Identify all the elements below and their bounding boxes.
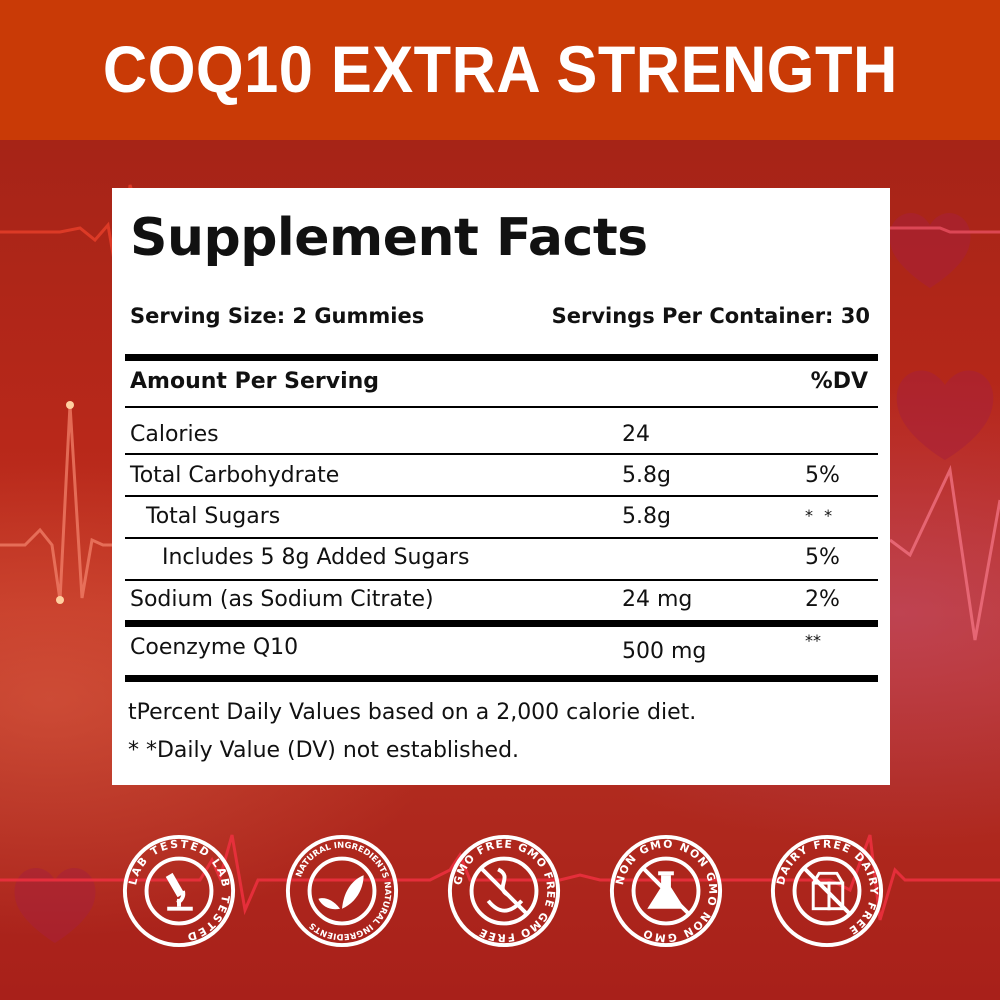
divider	[125, 579, 878, 581]
divider-thick	[125, 354, 878, 361]
nutrient-amount: 24	[622, 422, 650, 447]
nutrient-label: Sodium (as Sodium Citrate)	[130, 587, 434, 612]
amount-per-serving-label: Amount Per Serving	[130, 369, 380, 394]
badge-lab-tested: LAB TESTED LAB TESTED	[122, 834, 236, 948]
servings-per-container: Servings Per Container: 30	[551, 304, 870, 328]
nutrient-amount: 24 mg	[622, 587, 693, 612]
milk-carton-icon	[811, 871, 845, 911]
dv-column-label: %DV	[810, 369, 868, 394]
facts-row-total-carbohydrate: Total Carbohydrate 5.8g 5%	[130, 463, 870, 499]
facts-row-added-sugars: Includes 5 8g Added Sugars 5%	[130, 545, 870, 581]
nutrient-amount: 5.8g	[622, 504, 671, 529]
nutrient-dv: **	[805, 631, 821, 650]
microscope-icon	[165, 872, 193, 911]
badge-gmo-free: GMO FREE GMO FREE GMO FREE	[447, 834, 561, 948]
divider	[125, 453, 878, 455]
footnote-dv-not-established: * *Daily Value (DV) not established.	[128, 738, 520, 763]
facts-row-calories: Calories 24	[130, 422, 870, 458]
nutrient-dv: 5%	[805, 463, 840, 488]
nutrient-label: Coenzyme Q10	[130, 635, 299, 660]
nutrient-amount: 5.8g	[622, 463, 671, 488]
divider	[125, 406, 878, 408]
nutrient-label: Includes 5 8g Added Sugars	[162, 545, 470, 570]
divider	[125, 537, 878, 539]
product-title: COQ10 EXTRA STRENGTH	[102, 32, 898, 106]
divider	[125, 495, 878, 497]
certification-badges: LAB TESTED LAB TESTED NATURAL INGREDIENT…	[0, 820, 1000, 960]
serving-size: Serving Size: 2 Gummies	[130, 304, 425, 328]
badge-non-gmo: NON GMO NON GMO NON GMO	[609, 834, 723, 948]
dna-icon	[486, 867, 524, 913]
facts-row-sodium: Sodium (as Sodium Citrate) 24 mg 2%	[130, 587, 870, 623]
header-banner: COQ10 EXTRA STRENGTH	[0, 0, 1000, 140]
nutrient-dv: * *	[805, 506, 836, 525]
nutrient-dv: 2%	[805, 587, 840, 612]
divider-thick	[125, 675, 878, 682]
nutrient-label: Total Sugars	[146, 504, 281, 529]
nutrient-amount: 500 mg	[622, 639, 707, 664]
column-header-row: Amount Per Serving %DV	[130, 369, 870, 405]
flask-icon	[647, 871, 685, 909]
supplement-facts-panel: Supplement Facts Serving Size: 2 Gummies…	[112, 188, 890, 785]
facts-row-total-sugars: Total Sugars 5.8g * *	[130, 504, 870, 540]
nutrient-label: Total Carbohydrate	[130, 463, 340, 488]
footnote-daily-values: tPercent Daily Values based on a 2,000 c…	[128, 700, 697, 725]
serving-info: Serving Size: 2 Gummies Servings Per Con…	[130, 304, 870, 328]
badge-dairy-free: DAIRY FREE DAIRY FREE	[770, 834, 884, 948]
nutrient-dv: 5%	[805, 545, 840, 570]
badge-natural-ingredients: NATURAL INGREDIENTS NATURAL INGREDIENTS	[285, 834, 399, 948]
leaves-icon	[318, 875, 364, 910]
facts-row-coenzyme-q10: Coenzyme Q10 500 mg **	[130, 631, 870, 671]
divider-thick	[125, 620, 878, 627]
facts-title: Supplement Facts	[130, 208, 648, 268]
nutrient-label: Calories	[130, 422, 219, 447]
